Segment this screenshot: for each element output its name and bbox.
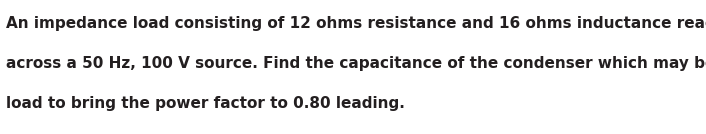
- Text: load to bring the power factor to 0.80 leading.: load to bring the power factor to 0.80 l…: [6, 96, 405, 111]
- Text: An impedance load consisting of 12 ohms resistance and 16 ohms inductance reacta: An impedance load consisting of 12 ohms …: [6, 16, 706, 31]
- Text: across a 50 Hz, 100 V source. Find the capacitance of the condenser which may be: across a 50 Hz, 100 V source. Find the c…: [6, 56, 706, 71]
